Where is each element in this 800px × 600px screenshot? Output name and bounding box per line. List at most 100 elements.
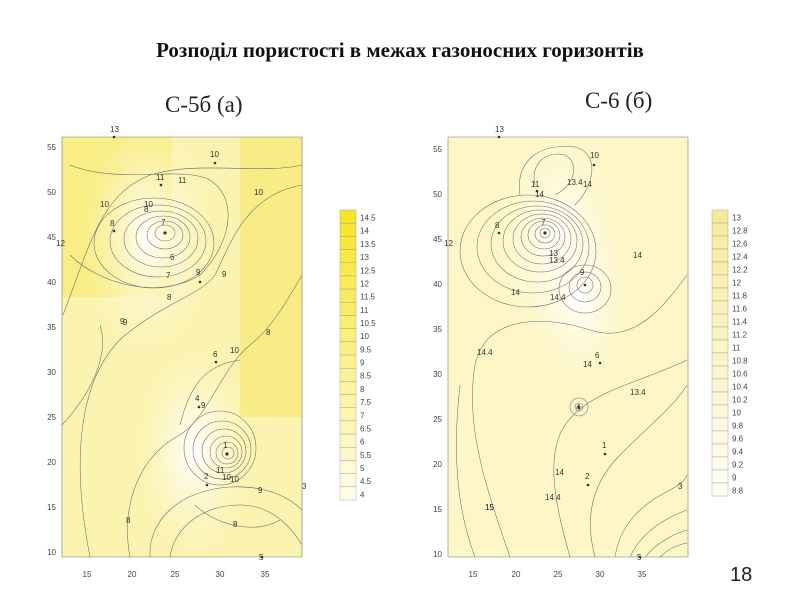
legend-swatch [339, 275, 357, 290]
well-label: 4 [195, 394, 200, 403]
legend-swatch [339, 328, 357, 343]
legend-swatch [339, 262, 357, 277]
legend-label: 11.4 [732, 317, 748, 326]
well-label: 5 [259, 553, 264, 562]
map-a-ytick: 55 [47, 143, 56, 152]
legend-swatch [339, 407, 357, 422]
legend-swatch [711, 209, 729, 224]
legend-swatch [339, 249, 357, 263]
slide-title: Розподіл пористості в межах газоносних г… [156, 38, 644, 62]
legend-label: 6 [360, 438, 365, 447]
contour-label: 8 [233, 520, 238, 529]
legend-label: 10.8 [732, 356, 748, 365]
legend-label: 10.2 [732, 395, 748, 404]
map-b-xtick: 15 [469, 570, 478, 579]
legend-label: 12 [732, 278, 741, 287]
contour-label: 9 [258, 486, 263, 495]
legend-swatch [711, 365, 729, 380]
contour-label: 9 [120, 317, 125, 326]
contour-label: 8 [144, 205, 149, 214]
legend-label: 14 [360, 227, 369, 236]
map-a: 55 50 45 40 35 30 25 20 15 10 15 20 25 3… [47, 125, 307, 579]
slide-number: 18 [730, 564, 753, 586]
contour-label: 7 [166, 271, 171, 280]
map-b-contour-labels: 15 14 13.4 14 13 13.4 14 14 14.4 14.4 14… [477, 178, 646, 512]
legend-label: 9.4 [732, 447, 744, 456]
legend-label: 6.5 [360, 424, 372, 433]
contour-label: 14 [535, 190, 544, 199]
legend-label: 12.8 [732, 226, 748, 235]
well-label: 11 [156, 173, 165, 182]
map-a-ytick: 35 [47, 323, 56, 332]
legend-label: 12.6 [732, 239, 748, 248]
well-label: 11 [531, 180, 540, 189]
well-label: 4 [576, 403, 581, 412]
legend-swatch [711, 352, 729, 367]
contour-label: 14.4 [477, 348, 493, 357]
well-label: 7 [541, 218, 546, 227]
contour-label: 14.4 [545, 493, 561, 502]
legend-swatch [711, 469, 729, 484]
legend-label: 11 [732, 343, 741, 352]
map-b-isolines [456, 146, 688, 558]
contour-label: 13 [549, 249, 558, 258]
map-a-ytick: 10 [47, 548, 56, 557]
contour-label: 8 [167, 293, 172, 302]
well-label: 3 [302, 482, 307, 491]
legend-label: 14.5 [360, 214, 376, 223]
contour-label: 14 [583, 180, 592, 189]
map-a-ytick: 30 [47, 368, 56, 377]
legend-label: 13.5 [360, 240, 376, 249]
map-a-xtick: 25 [171, 570, 180, 579]
contour-label: 10 [222, 473, 231, 482]
legend-label: 10 [360, 332, 369, 341]
well-label: 6 [595, 351, 600, 360]
map-a-ytick: 40 [47, 278, 56, 287]
contour-label: 14 [555, 468, 564, 477]
contour-label: 6 [170, 253, 175, 262]
legend-swatch [711, 261, 729, 276]
well-label: 2 [585, 472, 590, 481]
map-b-ytick: 20 [433, 460, 442, 469]
contour-label: 8 [266, 328, 271, 337]
contour-label: 10 [230, 475, 239, 484]
legend-label: 9 [360, 359, 365, 368]
legend-swatch [711, 235, 729, 250]
map-b-ytick: 30 [433, 370, 442, 379]
legend-label: 12 [360, 279, 369, 288]
contour-label: 15 [485, 503, 494, 512]
map-b-xtick: 20 [512, 570, 521, 579]
well-label: 12 [56, 239, 65, 248]
map-b-legend: 13 12.8 12.6 12.4 12.2 12 11.8 11.6 11.4 11.2 11 10… [711, 209, 748, 497]
contour-label: 14 [583, 360, 592, 369]
well-label: 5 [637, 553, 642, 562]
legend-label: 7 [360, 411, 365, 420]
map-a-xtick: 35 [261, 570, 270, 579]
legend-label: 10.6 [732, 369, 748, 378]
legend-label: 5.5 [360, 451, 372, 460]
map-a-ytick: 45 [47, 233, 56, 242]
legend-label: 11.6 [732, 304, 748, 313]
legend-label: 8.8 [732, 486, 744, 495]
legend-swatch [711, 378, 729, 393]
legend-label: 11.8 [732, 291, 748, 300]
contour-label: 13.4 [630, 388, 646, 397]
legend-label: 12.5 [360, 266, 376, 275]
well-label: 10 [590, 151, 599, 160]
legend-swatch [711, 274, 729, 289]
contour-label: 14 [511, 288, 520, 297]
legend-label: 8.5 [360, 372, 372, 381]
legend-label: 5 [360, 464, 365, 473]
map-b-y-axis: 55 50 45 40 35 30 25 20 15 10 [433, 137, 689, 559]
legend-swatch [339, 420, 357, 435]
legend-swatch [339, 302, 357, 316]
map-b-xtick: 30 [596, 570, 605, 579]
legend-swatch [339, 315, 357, 329]
contour-label: 9 [222, 270, 227, 279]
well-label: 8 [110, 219, 115, 228]
legend-label: 11 [360, 306, 369, 315]
well-label: 6 [213, 350, 218, 359]
legend-swatch [711, 248, 729, 263]
legend-swatch [711, 430, 729, 445]
legend-swatch [711, 313, 729, 328]
